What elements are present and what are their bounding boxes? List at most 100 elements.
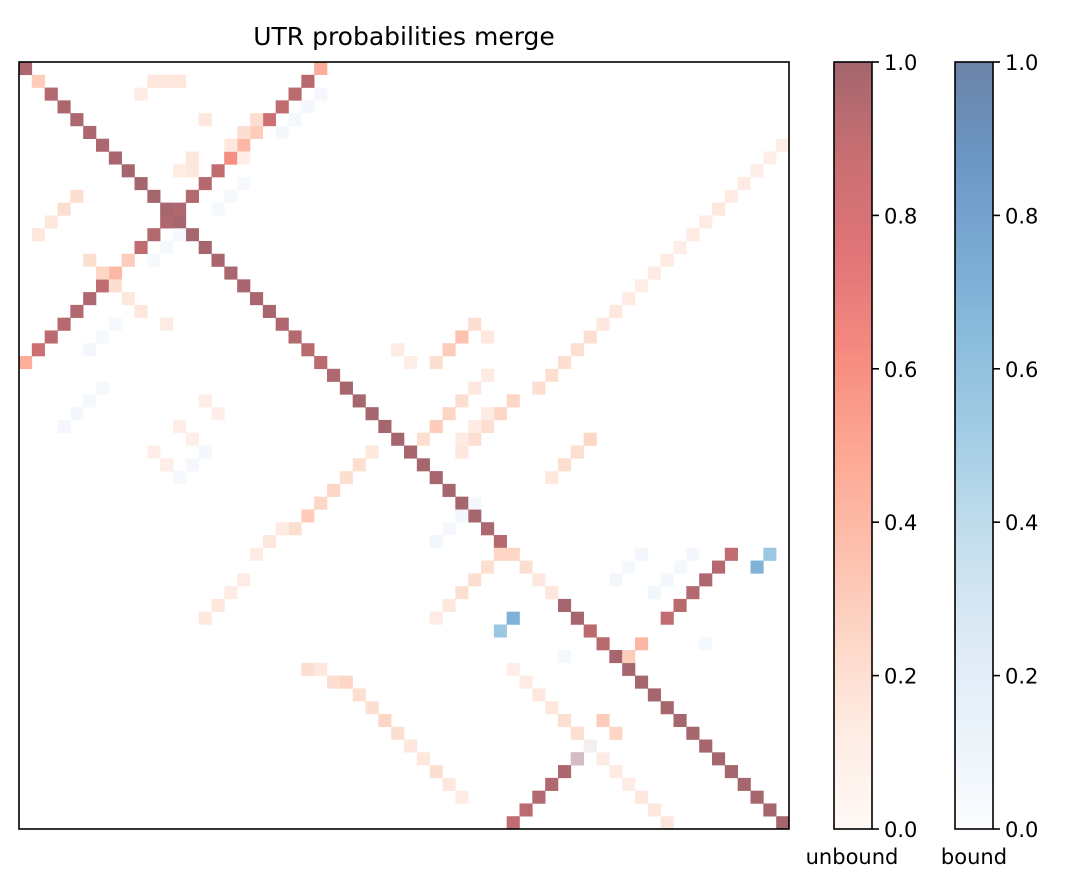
heatmap-cell [365,701,379,715]
heatmap-cell [83,125,97,139]
heatmap-cell [763,803,777,817]
colorbar-unbound: 0.0 0.2 0.4 0.6 0.8 1.0 unbound [806,51,918,869]
heatmap-cell [44,330,58,344]
heatmap-cell [224,266,238,280]
heatmap-cell [570,752,584,766]
heatmap-cell [558,765,572,779]
heatmap-cell [224,151,238,165]
heatmap-cell [314,356,328,370]
heatmap-cell [185,189,199,203]
heatmap-cell [288,87,302,101]
heatmap-cell [147,228,161,242]
colorbar-tick-label: 0.8 [884,204,917,228]
heatmap-cell [160,215,174,229]
heatmap-cell [712,560,726,574]
heatmap-cell [660,611,674,625]
heatmap-cell [211,202,225,216]
heatmap-cell [481,407,495,421]
colorbar-unbound-label: unbound [806,845,899,869]
heatmap-cell [647,266,661,280]
heatmap-cell [481,419,495,434]
heatmap-cell [301,343,315,357]
heatmap-cell [211,164,225,178]
heatmap-cell [660,816,674,830]
heatmap-cell [173,471,187,485]
colorbar-tick-label: 0.8 [1005,204,1038,228]
heatmap-cell [545,586,559,600]
heatmap-cell [737,777,751,791]
heatmap-cell [416,752,430,766]
heatmap-cell [301,74,315,88]
heatmap-cell [673,240,687,255]
heatmap-cell [121,292,135,306]
heatmap-cell [532,381,546,395]
colorbar-bound-ticks: 0.0 0.2 0.4 0.6 0.8 1.0 [993,51,1038,842]
heatmap-cell [160,240,174,255]
heatmap-cell [532,688,546,702]
heatmap-cell [455,509,469,523]
heatmap-cell [468,317,482,331]
heatmap-cell [70,113,84,127]
heatmap-cell [108,151,122,165]
heatmap-cell [314,62,328,76]
heatmap-cell [70,304,84,318]
heatmap-cell [237,279,251,293]
heatmap-cell [583,624,597,638]
heatmap-cell [339,675,353,689]
heatmap-cell [173,202,187,216]
heatmap-cell [506,662,520,676]
colorbar-unbound-fill [834,62,872,829]
heatmap-cell [506,547,520,561]
heatmap-cell [262,304,276,318]
heatmap-cell [763,151,777,165]
heatmap-cell [583,739,597,753]
heatmap-layer-bound [57,87,777,766]
heatmap-cell [301,100,315,114]
heatmap-cell [198,445,212,459]
heatmap-cell [429,534,443,549]
heatmap-cell [609,650,623,664]
heatmap-cell [545,368,559,382]
heatmap-cell [237,138,251,152]
heatmap-cell [455,790,469,804]
heatmap-cell [660,573,674,587]
heatmap-cell [481,560,495,574]
heatmap-cell [275,522,289,536]
heatmap-cell [160,458,174,472]
colorbar-tick-label: 0.0 [1005,818,1038,842]
heatmap-cell [224,138,238,152]
heatmap-cell [327,675,341,689]
heatmap-cell [250,113,264,127]
heatmap-cell [339,471,353,485]
colorbar-bound-label: bound [941,845,1007,869]
heatmap-cell [185,228,199,242]
colorbar-tick-label: 0.2 [1005,665,1038,689]
heatmap-cell [173,215,187,229]
heatmap-cell [378,419,392,434]
heatmap-cell [185,164,199,178]
colorbar-tick-label: 0.6 [1005,358,1038,382]
heatmap-cell [570,611,584,625]
heatmap-cell [198,394,212,408]
heatmap-cell [134,177,148,191]
heatmap-cell [532,573,546,587]
heatmap-cell [481,368,495,382]
heatmap-cell [558,713,572,728]
heatmap-cell [558,598,572,612]
heatmap-cell [429,471,443,485]
heatmap-cell [442,777,456,791]
heatmap-cell [647,688,661,702]
heatmap-cell [570,343,584,357]
heatmap-cell [96,381,110,395]
heatmap-cell [173,228,187,242]
plot-frame [18,61,790,830]
heatmap-cell [442,343,456,357]
heatmap-cell [673,713,687,728]
heatmap-cell [686,726,700,740]
heatmap-cell [493,407,507,421]
heatmap-cell [442,522,456,536]
heatmap-cell [44,87,58,101]
heatmap-cell [468,432,482,446]
heatmap-cell [583,330,597,344]
